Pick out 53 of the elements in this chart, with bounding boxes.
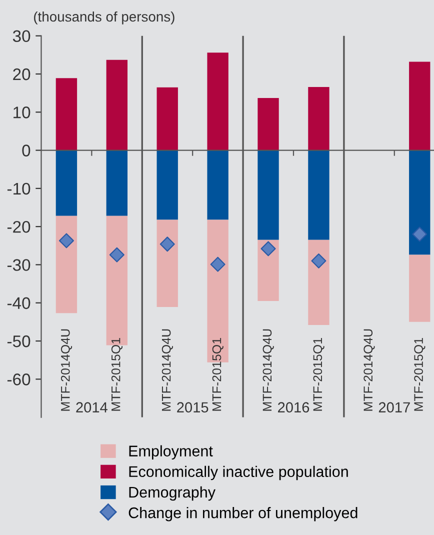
y-tick-label: 30: [12, 30, 30, 42]
point: [260, 241, 276, 256]
bar: [258, 150, 279, 240]
x-tick-label: MTF-2014Q4U: [262, 329, 274, 411]
y-tick-label: -60: [7, 374, 30, 386]
x-tick-label: MTF-2014Q4U: [162, 329, 173, 411]
y-tick-label: 0: [22, 144, 30, 156]
x-tick-label: MTF-2014Q4U: [364, 329, 375, 411]
y-tick-label: 20: [13, 68, 30, 80]
bar: [409, 254, 430, 322]
annotation: 2014: [76, 402, 108, 413]
bar: [106, 150, 128, 216]
y-tick-label: -30: [7, 259, 30, 271]
bar: [56, 78, 78, 150]
bar: [308, 150, 330, 240]
bar: [156, 220, 178, 308]
point: [210, 256, 226, 272]
x-tick-label: MTF-2015Q1: [414, 338, 426, 411]
annotation: 2017: [378, 402, 410, 413]
point: [311, 253, 326, 268]
legend-label: Economically inactive population: [129, 466, 348, 480]
bar: [156, 87, 178, 150]
x-tick-label: MTF-2015Q1: [313, 338, 324, 411]
x-tick-label: MTF-2015Q1: [111, 338, 122, 411]
bar: [56, 150, 78, 216]
y-tick-label: -20: [7, 220, 30, 233]
y-axis-title: (thousands of persons): [34, 11, 174, 24]
y-tick-label: -10: [7, 182, 30, 195]
bar: [258, 240, 279, 301]
x-tick-label: MTF-2015Q1: [212, 338, 224, 411]
point: [109, 247, 124, 262]
legend-label: Employment: [129, 445, 213, 460]
annotation: 2016: [278, 402, 310, 413]
bar: [409, 62, 430, 150]
bar: [106, 60, 128, 150]
bar: [207, 150, 228, 220]
point: [160, 236, 175, 252]
annotation: 2015: [177, 402, 208, 413]
bar: [409, 150, 430, 255]
y-tick-label: -40: [7, 297, 30, 310]
point: [58, 233, 74, 248]
y-tick-label: 10: [14, 106, 30, 118]
point: [412, 226, 428, 242]
bar: [258, 98, 279, 150]
bar: [308, 240, 330, 325]
bar: [56, 216, 78, 314]
bar: [207, 52, 228, 150]
y-tick-label: -50: [7, 335, 30, 348]
bar: [156, 150, 178, 220]
legend-label: Demography: [129, 486, 216, 501]
legend-label: Change in number of unemployed: [128, 507, 358, 522]
x-tick-label: MTF-2014Q4U: [60, 329, 72, 411]
bar: [308, 86, 330, 150]
